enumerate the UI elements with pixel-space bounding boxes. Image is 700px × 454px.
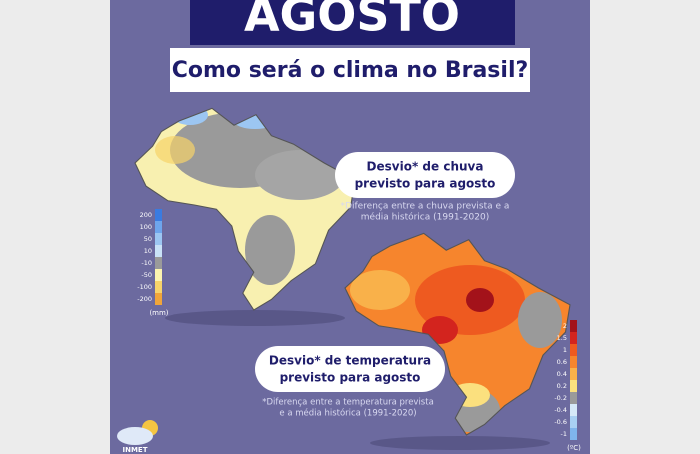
- legend-swatch: [570, 368, 577, 380]
- legend-label: 50: [144, 235, 152, 243]
- logo-text: INMET: [123, 446, 148, 454]
- legend-label: -10: [141, 259, 152, 267]
- legend-swatch: [155, 233, 162, 245]
- legend-swatch: [570, 320, 577, 332]
- legend-label: 10: [144, 247, 152, 255]
- legend-label: -200: [137, 295, 152, 303]
- legend-label: 1: [563, 346, 567, 354]
- callout-text: Desvio* de temperatura: [269, 354, 431, 368]
- legend-label: 1.5: [557, 334, 567, 342]
- legend-label: 0.6: [557, 358, 567, 366]
- note: *Diferença entre a chuva prevista e a: [341, 202, 510, 212]
- legend-label: -0.6: [554, 418, 567, 426]
- legend-swatch: [570, 416, 577, 428]
- legend-swatch: [155, 209, 162, 221]
- subtitle-box: [170, 48, 530, 92]
- legend-swatch: [155, 221, 162, 233]
- callout-text: previsto para agosto: [355, 177, 496, 191]
- note: e a média histórica (1991-2020): [279, 408, 416, 419]
- legend-unit: (ºC): [567, 444, 581, 452]
- legend-unit: (mm): [149, 309, 168, 317]
- shadow: [370, 436, 550, 450]
- legend-label: -0.4: [554, 406, 567, 414]
- legend-swatch: [570, 380, 577, 392]
- legend-label: -50: [141, 271, 152, 279]
- legend-label: -1: [561, 430, 567, 438]
- title-box: [190, 0, 515, 45]
- legend-label: 200: [140, 211, 152, 219]
- subtitle: Como será o clima no Brasil?: [172, 58, 529, 83]
- legend-swatch: [570, 428, 577, 440]
- callout: [255, 346, 445, 392]
- legend-swatch: [155, 245, 162, 257]
- legend-swatch: [155, 293, 162, 305]
- legend-label: -100: [137, 283, 152, 291]
- legend-label: 0.2: [557, 382, 567, 390]
- legend-label: 100: [140, 223, 152, 231]
- legend-swatch: [155, 269, 162, 281]
- legend-swatch: [155, 257, 162, 269]
- callout: [335, 152, 515, 198]
- logo: INMET: [117, 420, 158, 454]
- note: média histórica (1991-2020): [361, 212, 489, 223]
- legend-swatch: [570, 332, 577, 344]
- callout-text: Desvio* de chuva: [367, 160, 484, 174]
- legend-label: 2: [563, 322, 567, 330]
- legend-swatch: [570, 392, 577, 404]
- legend-label: -0.2: [554, 394, 567, 402]
- note: *Diferença entre a temperatura prevista: [262, 398, 434, 408]
- legend-swatch: [155, 281, 162, 293]
- legend-label: 0.4: [557, 370, 567, 378]
- legend-swatch: [570, 344, 577, 356]
- callout-text: previsto para agosto: [280, 371, 421, 385]
- shadow: [165, 310, 345, 326]
- title: AGOSTO: [244, 0, 460, 42]
- legend-swatch: [570, 404, 577, 416]
- legend-swatch: [570, 356, 577, 368]
